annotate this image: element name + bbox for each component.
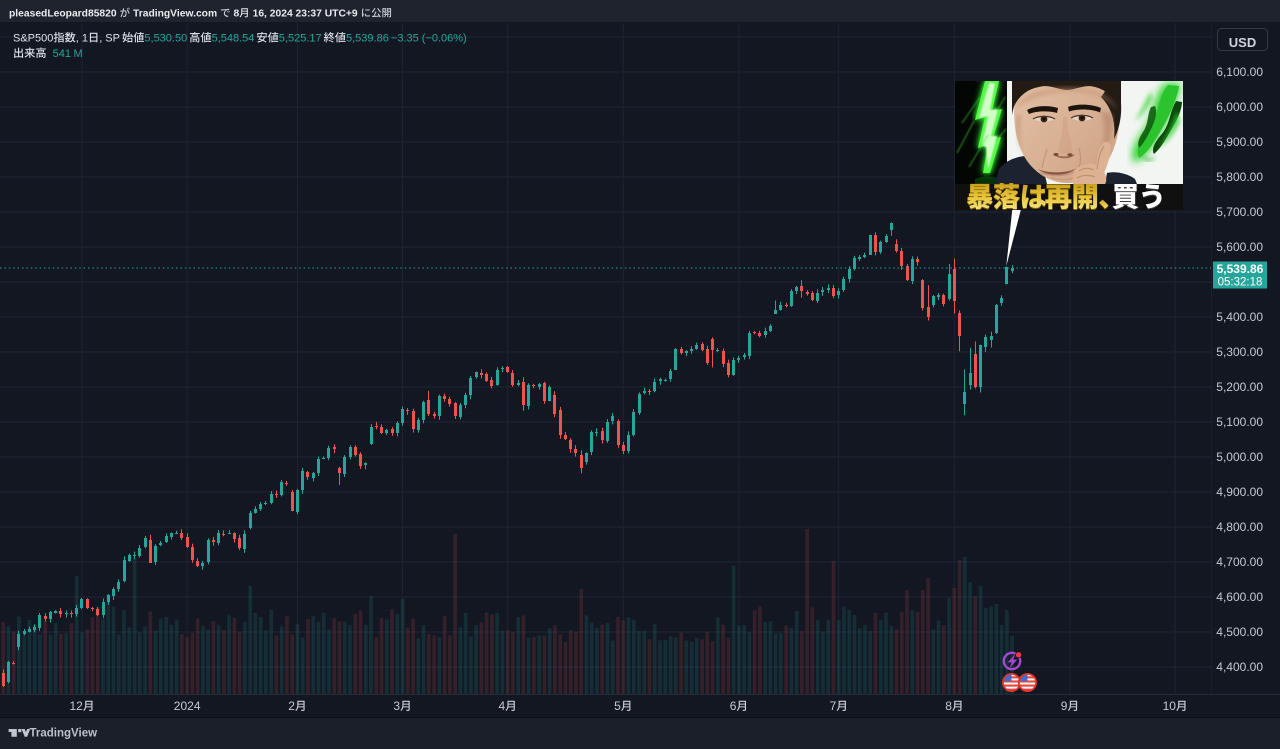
svg-text:10: 10 [1163, 699, 1177, 713]
svg-text:541: 541 [53, 48, 71, 60]
svg-text:TradingView.com: TradingView.com [133, 9, 217, 20]
svg-text:5,530.50: 5,530.50 [144, 33, 187, 45]
svg-text:USD: USD [1229, 35, 1256, 50]
svg-text:−3.35 (−0.06%): −3.35 (−0.06%) [391, 33, 467, 45]
svg-text:4,600.00: 4,600.00 [1216, 590, 1263, 604]
svg-text:5,525.17: 5,525.17 [279, 33, 322, 45]
svg-text:4,800.00: 4,800.00 [1216, 520, 1263, 534]
svg-text:05:32:18: 05:32:18 [1218, 277, 1263, 289]
svg-text:5,100.00: 5,100.00 [1216, 415, 1263, 429]
svg-text:5,539.86: 5,539.86 [1217, 262, 1264, 276]
svg-text:S&P500: S&P500 [13, 33, 53, 45]
svg-text:4,700.00: 4,700.00 [1216, 555, 1263, 569]
svg-text:4: 4 [499, 699, 506, 713]
svg-text:8: 8 [234, 9, 240, 20]
svg-text:7: 7 [830, 699, 837, 713]
svg-text:8: 8 [945, 699, 952, 713]
svg-text:9: 9 [1061, 699, 1068, 713]
svg-text:5,200.00: 5,200.00 [1216, 380, 1263, 394]
svg-text:5,000.00: 5,000.00 [1216, 450, 1263, 464]
svg-text:12: 12 [70, 699, 84, 713]
svg-text:2: 2 [288, 699, 295, 713]
svg-text:4,400.00: 4,400.00 [1216, 660, 1263, 674]
svg-text:, 1: , 1 [76, 33, 88, 45]
svg-text:3: 3 [393, 699, 400, 713]
svg-text:5,700.00: 5,700.00 [1216, 205, 1263, 219]
svg-text:4,500.00: 4,500.00 [1216, 625, 1263, 639]
svg-text:6,100.00: 6,100.00 [1216, 65, 1263, 79]
svg-text:2024: 2024 [174, 699, 201, 713]
svg-text:4,900.00: 4,900.00 [1216, 485, 1263, 499]
svg-text:16, 2024 23:37 UTC+9: 16, 2024 23:37 UTC+9 [253, 9, 358, 20]
svg-text:6,000.00: 6,000.00 [1216, 100, 1263, 114]
svg-text:M: M [74, 48, 83, 60]
svg-text:pleasedLeopard85820: pleasedLeopard85820 [9, 9, 117, 20]
svg-text:TradingView: TradingView [30, 728, 98, 740]
svg-text:5,900.00: 5,900.00 [1216, 135, 1263, 149]
svg-text:5,548.54: 5,548.54 [212, 33, 255, 45]
svg-text:, SP: , SP [99, 33, 120, 45]
svg-text:5,400.00: 5,400.00 [1216, 310, 1263, 324]
svg-text:5,600.00: 5,600.00 [1216, 240, 1263, 254]
svg-text:6: 6 [730, 699, 737, 713]
svg-text:5,300.00: 5,300.00 [1216, 345, 1263, 359]
svg-text:5,800.00: 5,800.00 [1216, 170, 1263, 184]
svg-text:5,539.86: 5,539.86 [346, 33, 389, 45]
svg-text:5: 5 [614, 699, 621, 713]
